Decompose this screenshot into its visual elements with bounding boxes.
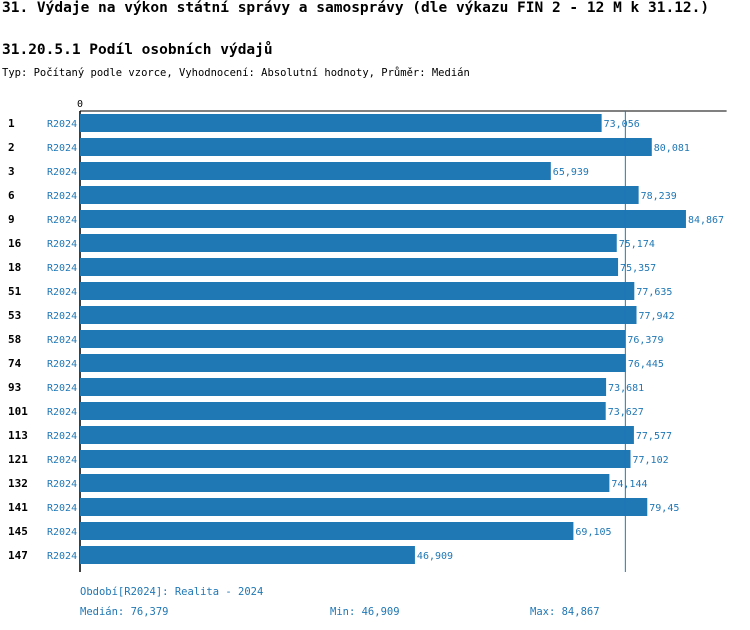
value-label: 76,379 bbox=[627, 335, 663, 346]
period-label: Období[R2024]: Realita - 2024 bbox=[80, 586, 264, 598]
category-label: 147 bbox=[8, 549, 28, 562]
bar bbox=[80, 426, 634, 444]
max-stat: Max: 84,867 bbox=[530, 606, 600, 618]
value-label: 80,081 bbox=[654, 143, 690, 154]
value-label: 84,867 bbox=[688, 215, 724, 226]
value-label: 75,174 bbox=[619, 239, 655, 250]
category-label: 145 bbox=[8, 525, 28, 538]
value-label: 65,939 bbox=[553, 167, 589, 178]
series-label: R2024 bbox=[47, 191, 77, 202]
bar bbox=[80, 306, 637, 324]
value-label: 77,942 bbox=[639, 311, 675, 322]
bar bbox=[80, 402, 606, 420]
series-label: R2024 bbox=[47, 143, 77, 154]
category-label: 9 bbox=[8, 213, 15, 226]
series-label: R2024 bbox=[47, 455, 77, 466]
series-label: R2024 bbox=[47, 167, 77, 178]
category-label: 74 bbox=[8, 357, 22, 370]
series-label: R2024 bbox=[47, 551, 77, 562]
min-stat: Min: 46,909 bbox=[330, 606, 400, 618]
bar bbox=[80, 450, 631, 468]
bar bbox=[80, 546, 415, 564]
bar bbox=[80, 162, 551, 180]
value-label: 77,635 bbox=[636, 287, 672, 298]
series-label: R2024 bbox=[47, 407, 77, 418]
category-label: 53 bbox=[8, 309, 21, 322]
series-label: R2024 bbox=[47, 431, 77, 442]
bar-chart: 0 1 R2024 73,056 2 R2024 80,081 3 R2024 65,939 6 R2… bbox=[8, 99, 727, 572]
bar bbox=[80, 378, 607, 396]
series-label: R2024 bbox=[47, 527, 77, 538]
bar bbox=[80, 258, 619, 276]
bar bbox=[80, 474, 610, 492]
bar bbox=[80, 114, 602, 132]
value-label: 46,909 bbox=[417, 551, 453, 562]
category-label: 6 bbox=[8, 189, 15, 202]
bar bbox=[80, 138, 652, 156]
value-label: 73,056 bbox=[604, 119, 640, 130]
value-label: 77,102 bbox=[633, 455, 669, 466]
series-label: R2024 bbox=[47, 215, 77, 226]
bar bbox=[80, 498, 648, 516]
category-label: 18 bbox=[8, 261, 21, 274]
category-label: 1 bbox=[8, 117, 15, 130]
value-label: 77,577 bbox=[636, 431, 672, 442]
category-label: 101 bbox=[8, 405, 28, 418]
bar bbox=[80, 282, 635, 300]
value-label: 74,144 bbox=[611, 479, 647, 490]
category-label: 16 bbox=[8, 237, 22, 250]
category-label: 132 bbox=[8, 477, 28, 490]
series-label: R2024 bbox=[47, 119, 77, 130]
category-label: 58 bbox=[8, 333, 21, 346]
bar bbox=[80, 330, 626, 348]
series-label: R2024 bbox=[47, 335, 77, 346]
bar bbox=[80, 234, 617, 252]
series-label: R2024 bbox=[47, 503, 77, 514]
series-label: R2024 bbox=[47, 359, 77, 370]
series-label: R2024 bbox=[47, 479, 77, 490]
value-label: 69,105 bbox=[575, 527, 611, 538]
category-label: 141 bbox=[8, 501, 28, 514]
category-label: 3 bbox=[8, 165, 15, 178]
series-label: R2024 bbox=[47, 311, 77, 322]
category-label: 113 bbox=[8, 429, 28, 442]
series-label: R2024 bbox=[47, 287, 77, 298]
category-label: 2 bbox=[8, 141, 15, 154]
bar bbox=[80, 522, 574, 540]
category-label: 51 bbox=[8, 285, 22, 298]
median-stat: Medián: 76,379 bbox=[80, 606, 169, 618]
bar bbox=[80, 186, 639, 204]
series-label: R2024 bbox=[47, 263, 77, 274]
page-title: 31. Výdaje na výkon státní správy a samo… bbox=[2, 0, 710, 16]
chart-subtitle: 31.20.5.1 Podíl osobních výdajů bbox=[2, 42, 273, 58]
value-label: 75,357 bbox=[620, 263, 656, 274]
series-label: R2024 bbox=[47, 239, 77, 250]
value-label: 73,681 bbox=[608, 383, 644, 394]
value-label: 76,445 bbox=[628, 359, 664, 370]
series-label: R2024 bbox=[47, 383, 77, 394]
category-label: 93 bbox=[8, 381, 21, 394]
category-label: 121 bbox=[8, 453, 28, 466]
value-label: 78,239 bbox=[641, 191, 677, 202]
value-label: 79,45 bbox=[649, 503, 679, 514]
x-tick-label: 0 bbox=[77, 99, 83, 110]
bar bbox=[80, 354, 626, 372]
chart-meta: Typ: Počítaný podle vzorce, Vyhodnocení:… bbox=[2, 67, 470, 79]
bar bbox=[80, 210, 686, 228]
